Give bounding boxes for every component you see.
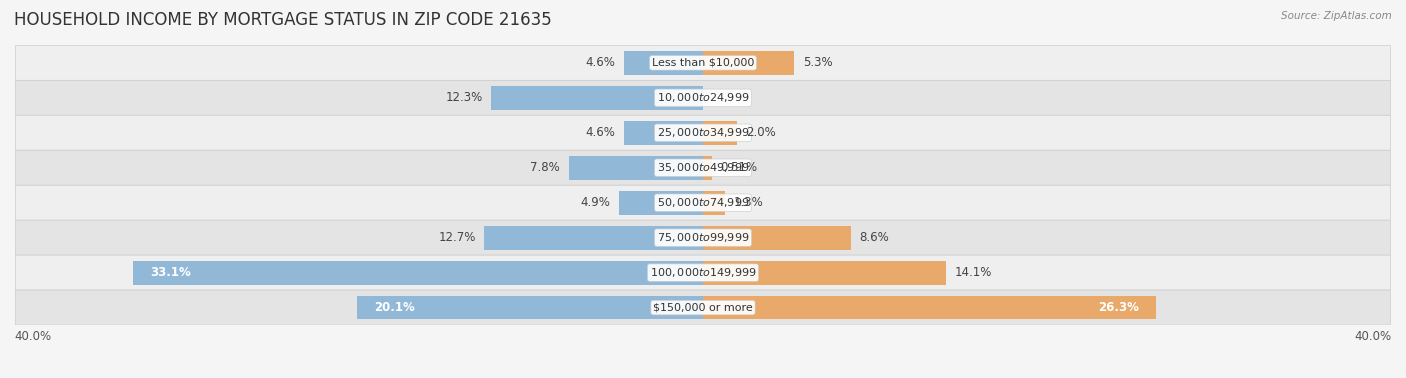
Bar <box>357 296 703 319</box>
FancyBboxPatch shape <box>15 45 1391 81</box>
FancyBboxPatch shape <box>15 290 1391 325</box>
Text: $75,000 to $99,999: $75,000 to $99,999 <box>657 231 749 244</box>
Text: 4.6%: 4.6% <box>585 56 616 69</box>
Bar <box>703 191 725 215</box>
Bar <box>703 261 946 285</box>
Text: 20.1%: 20.1% <box>374 301 415 314</box>
Text: 4.9%: 4.9% <box>581 196 610 209</box>
Text: 8.6%: 8.6% <box>859 231 890 244</box>
Text: $35,000 to $49,999: $35,000 to $49,999 <box>657 161 749 174</box>
FancyBboxPatch shape <box>15 255 1391 290</box>
Bar <box>624 121 703 145</box>
Text: 40.0%: 40.0% <box>1355 330 1392 343</box>
Text: 33.1%: 33.1% <box>150 266 191 279</box>
Bar <box>703 296 1156 319</box>
Text: 26.3%: 26.3% <box>1098 301 1139 314</box>
Text: 12.3%: 12.3% <box>446 91 482 104</box>
Text: 14.1%: 14.1% <box>955 266 991 279</box>
Bar <box>619 191 703 215</box>
Text: $50,000 to $74,999: $50,000 to $74,999 <box>657 196 749 209</box>
Text: 5.3%: 5.3% <box>803 56 832 69</box>
Text: 2.0%: 2.0% <box>747 126 776 139</box>
Bar <box>134 261 703 285</box>
Text: 12.7%: 12.7% <box>439 231 475 244</box>
Bar <box>624 51 703 75</box>
Text: $100,000 to $149,999: $100,000 to $149,999 <box>650 266 756 279</box>
Text: Less than $10,000: Less than $10,000 <box>652 58 754 68</box>
Text: 4.6%: 4.6% <box>585 126 616 139</box>
FancyBboxPatch shape <box>15 115 1391 150</box>
Bar <box>484 226 703 249</box>
Text: 1.3%: 1.3% <box>734 196 763 209</box>
Bar <box>568 156 703 180</box>
Bar <box>703 51 794 75</box>
FancyBboxPatch shape <box>15 150 1391 185</box>
Bar <box>703 156 711 180</box>
FancyBboxPatch shape <box>15 185 1391 220</box>
Text: $25,000 to $34,999: $25,000 to $34,999 <box>657 126 749 139</box>
Bar <box>491 86 703 110</box>
FancyBboxPatch shape <box>15 81 1391 115</box>
Text: $150,000 or more: $150,000 or more <box>654 303 752 313</box>
FancyBboxPatch shape <box>15 220 1391 255</box>
Text: 0.51%: 0.51% <box>720 161 758 174</box>
Text: 7.8%: 7.8% <box>530 161 560 174</box>
Text: Source: ZipAtlas.com: Source: ZipAtlas.com <box>1281 11 1392 21</box>
Text: HOUSEHOLD INCOME BY MORTGAGE STATUS IN ZIP CODE 21635: HOUSEHOLD INCOME BY MORTGAGE STATUS IN Z… <box>14 11 551 29</box>
Bar <box>703 121 738 145</box>
Bar <box>703 226 851 249</box>
Text: $10,000 to $24,999: $10,000 to $24,999 <box>657 91 749 104</box>
Text: 40.0%: 40.0% <box>14 330 51 343</box>
